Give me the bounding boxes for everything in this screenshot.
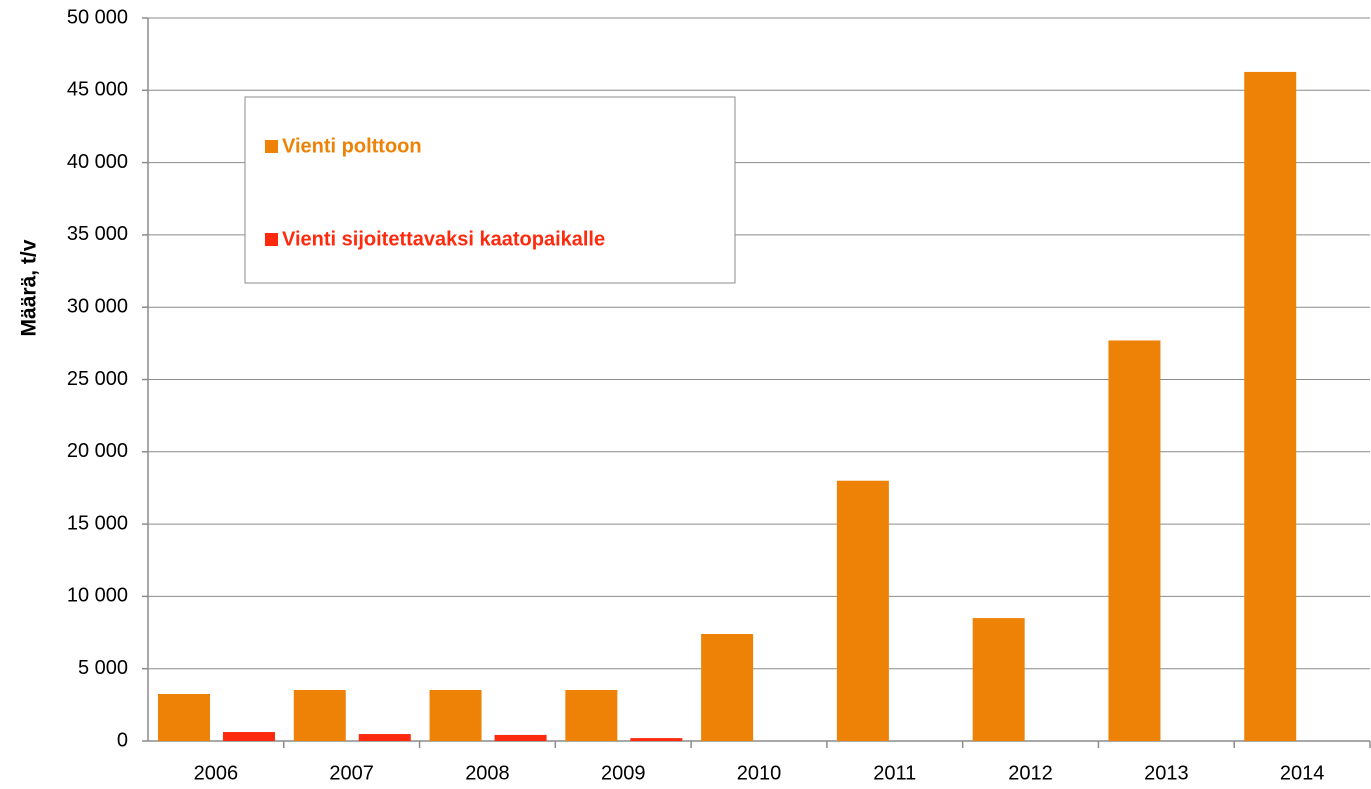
legend-label: Vienti polttoon <box>282 135 422 157</box>
bar <box>494 734 547 741</box>
bar <box>223 732 275 741</box>
y-tick-label: 20 000 <box>67 440 128 462</box>
y-tick-label: 45 000 <box>67 79 128 101</box>
x-tick-label: 2012 <box>1008 762 1053 784</box>
y-tick-label: 35 000 <box>67 223 128 245</box>
legend-box <box>244 96 736 284</box>
bar <box>701 633 754 741</box>
bar <box>1108 340 1161 741</box>
x-tick-label: 2007 <box>329 762 374 784</box>
x-tick-label: 2013 <box>1144 762 1189 784</box>
x-tick-label: 2006 <box>194 762 239 784</box>
y-tick-label: 25 000 <box>67 368 128 390</box>
bar <box>358 734 411 741</box>
y-tick-label: 40 000 <box>67 151 128 173</box>
bar <box>429 689 482 741</box>
x-tick-label: 2008 <box>465 762 510 784</box>
y-tick-label: 0 <box>117 729 128 751</box>
legend-label: Vienti sijoitettavaksi kaatopaikalle <box>282 228 605 250</box>
bar <box>836 480 889 741</box>
bar <box>630 738 683 741</box>
legend-swatch <box>265 140 278 153</box>
y-axis-title: Määrä, t/v <box>18 239 41 336</box>
bar <box>972 618 1025 741</box>
bar <box>158 694 210 741</box>
bar <box>565 689 618 741</box>
y-tick-label: 50 000 <box>67 6 128 28</box>
x-tick-label: 2010 <box>737 762 782 784</box>
x-tick-label: 2009 <box>601 762 646 784</box>
bar <box>293 689 346 741</box>
x-tick-label: 2011 <box>873 762 916 784</box>
bar <box>1244 71 1297 742</box>
y-tick-label: 5 000 <box>78 657 128 679</box>
legend-swatch <box>265 233 278 246</box>
y-tick-label: 30 000 <box>67 295 128 317</box>
y-tick-label: 15 000 <box>67 512 128 534</box>
x-tick-label: 2014 <box>1280 762 1325 784</box>
y-tick-label: 10 000 <box>67 585 128 607</box>
